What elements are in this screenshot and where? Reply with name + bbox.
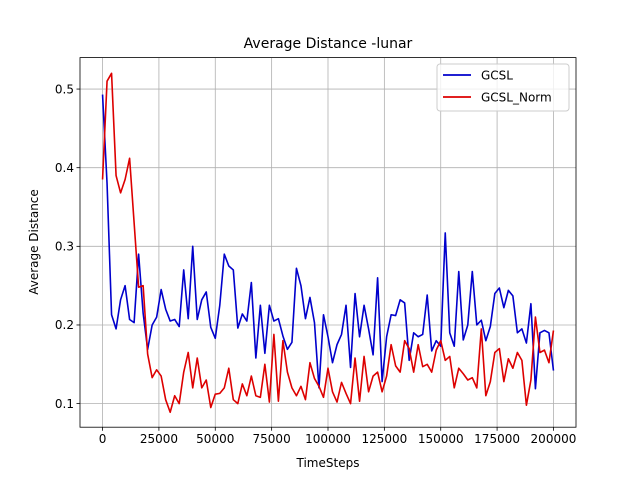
series-line-gcsl [101,94,555,390]
y-tick-label: 0.1 [55,397,74,411]
y-tick-label: 0.2 [55,318,74,332]
x-tick-label: 125000 [361,432,407,446]
series-lines [101,72,555,414]
legend-label-gcsl-norm: GCSL_Norm [481,91,552,105]
x-tick-label: 25000 [140,432,178,446]
x-tick-label: 100000 [305,432,351,446]
legend: GCSL GCSL_Norm [436,63,570,112]
y-tick-label: 0.4 [55,161,74,175]
x-tick-label: 150000 [418,432,464,446]
x-tick-label: 50000 [196,432,234,446]
y-axis-ticks: 0.1 0.2 0.3 0.4 0.5 [55,82,80,411]
x-tick-label: 75000 [253,432,291,446]
x-tick-label: 200000 [531,432,577,446]
x-axis-ticks: 0 25000 50000 75000 100000 125000 150000 175000… [99,427,577,446]
y-tick-label: 0.3 [55,240,74,254]
x-tick-label: 175000 [474,432,520,446]
x-axis-label: TimeSteps [296,456,360,470]
chart-title: Average Distance -lunar [244,36,413,52]
y-tick-label: 0.5 [55,82,74,96]
x-tick-label: 0 [99,432,107,446]
y-axis-label: Average Distance [27,189,41,295]
legend-label-gcsl: GCSL [481,69,513,83]
grid-lines [80,57,576,428]
series-line-gcsl-norm [101,72,555,414]
